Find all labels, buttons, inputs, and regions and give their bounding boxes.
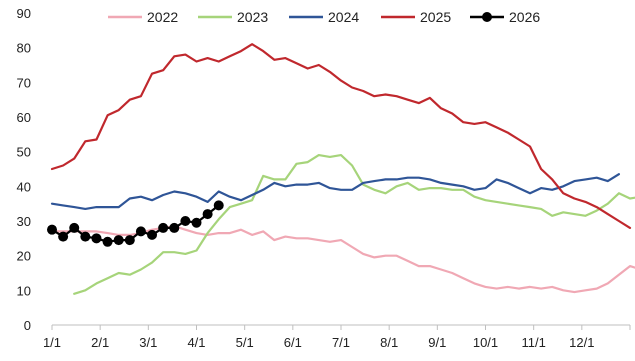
x-tick-label: 3/1: [139, 335, 157, 350]
series-line-2022: [50, 225, 635, 294]
data-point-2026: [180, 216, 191, 226]
x-tick-label: 12/1: [569, 335, 594, 350]
x-tick-label: 11/1: [521, 335, 545, 350]
series-2026: [47, 200, 224, 247]
x-tick-label: 5/1: [236, 335, 254, 350]
y-tick-label: 10: [17, 283, 31, 298]
series-2025: [50, 43, 632, 229]
data-point-2026: [113, 235, 124, 246]
series-line-2026: [50, 204, 220, 243]
y-tick-label: 70: [17, 75, 31, 90]
series-2023: [73, 154, 635, 295]
data-point-2026: [102, 236, 113, 247]
series-2022: [50, 225, 635, 294]
y-tick-label: 90: [17, 6, 31, 21]
x-tick-label: 4/1: [187, 335, 205, 350]
series-line-2024: [50, 173, 620, 210]
x-tick-label: 9/1: [428, 335, 446, 350]
y-tick-label: 40: [17, 179, 31, 194]
x-tick-label: 6/1: [284, 335, 302, 350]
y-tick-label: 60: [17, 110, 31, 125]
x-tick-label: 7/1: [332, 335, 350, 350]
y-tick-label: 20: [17, 249, 31, 264]
data-point-2026: [91, 233, 102, 244]
legend-item-2022: 2022: [108, 9, 178, 25]
data-point-2026: [47, 224, 57, 235]
legend: 2022 2023 2024 2025 2026: [108, 9, 540, 25]
data-point-2026: [158, 222, 169, 233]
legend-item-2023: 2023: [198, 9, 268, 25]
data-point-2026: [124, 235, 135, 246]
legend-item-2026: 2026: [470, 9, 540, 25]
y-tick-label: 50: [17, 145, 31, 160]
legend-label: 2026: [509, 9, 540, 25]
x-tick-label: 10/1: [473, 335, 498, 350]
legend-item-2024: 2024: [289, 9, 359, 25]
series-layer: [47, 43, 635, 295]
data-point-2026: [202, 209, 213, 220]
series-line-2023: [73, 154, 635, 295]
data-point-2026: [69, 222, 80, 233]
x-tick-label: 1/1: [43, 335, 61, 350]
x-axis: 1/1 2/1 3/1 4/1 5/1 6/1 7/1 8/1 9/1 10/1 11/1 12/1: [43, 324, 631, 350]
series-2024: [50, 173, 620, 210]
data-point-2026: [80, 231, 91, 242]
x-tick-label: 8/1: [380, 335, 398, 350]
legend-label: 2024: [328, 9, 359, 25]
legend-label: 2023: [237, 9, 268, 25]
y-tick-label: 30: [17, 214, 31, 229]
data-point-2026: [58, 231, 69, 242]
legend-marker: [482, 12, 492, 22]
y-axis: 0 10 20 30 40 50 60 70 80 90: [17, 6, 31, 333]
data-point-2026: [191, 217, 202, 228]
y-tick-label: 0: [24, 318, 31, 333]
data-point-2026: [169, 222, 180, 233]
data-point-2026: [147, 229, 158, 240]
legend-label: 2022: [147, 9, 178, 25]
legend-label: 2025: [420, 9, 451, 25]
data-point-2026: [213, 200, 224, 211]
x-tick-label: 2/1: [91, 335, 109, 350]
data-point-2026: [135, 226, 146, 237]
y-tick-label: 80: [17, 41, 31, 56]
series-line-2025: [50, 43, 632, 229]
legend-item-2025: 2025: [381, 9, 451, 25]
